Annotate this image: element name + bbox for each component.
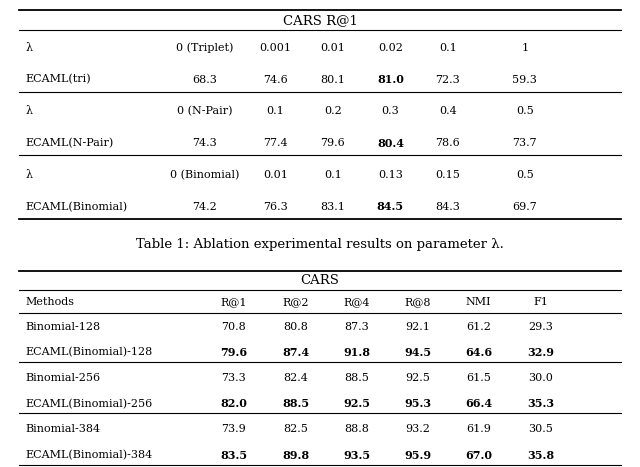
Text: 84.5: 84.5 <box>377 201 404 212</box>
Text: 87.3: 87.3 <box>344 322 369 332</box>
Text: 35.8: 35.8 <box>527 450 554 460</box>
Text: 68.3: 68.3 <box>193 75 217 85</box>
Text: 69.7: 69.7 <box>513 202 537 212</box>
Text: Binomial-256: Binomial-256 <box>26 373 100 383</box>
Text: 0.02: 0.02 <box>378 43 403 53</box>
Text: 0.5: 0.5 <box>516 106 534 116</box>
Text: 81.0: 81.0 <box>377 74 404 85</box>
Text: 59.3: 59.3 <box>513 75 537 85</box>
Text: ECAML(Binomial)-384: ECAML(Binomial)-384 <box>26 450 153 460</box>
Text: R@8: R@8 <box>404 297 431 307</box>
Text: 93.2: 93.2 <box>405 425 430 434</box>
Text: 0.3: 0.3 <box>381 106 399 116</box>
Text: Binomial-128: Binomial-128 <box>26 322 100 332</box>
Text: 74.6: 74.6 <box>263 75 287 85</box>
Text: 91.8: 91.8 <box>343 347 371 358</box>
Text: 0.15: 0.15 <box>436 170 460 180</box>
Text: Table 1: Ablation experimental results on parameter λ.: Table 1: Ablation experimental results o… <box>136 238 504 251</box>
Text: 0 (N-Pair): 0 (N-Pair) <box>177 106 232 116</box>
Text: 0.1: 0.1 <box>324 170 342 180</box>
Text: CARS R@1: CARS R@1 <box>283 14 357 27</box>
Text: 73.7: 73.7 <box>513 138 537 148</box>
Text: 61.9: 61.9 <box>466 425 491 434</box>
Text: 88.5: 88.5 <box>344 373 369 383</box>
Text: 0.01: 0.01 <box>263 170 287 180</box>
Text: 0.001: 0.001 <box>259 43 291 53</box>
Text: 95.9: 95.9 <box>404 450 431 460</box>
Text: Binomial-384: Binomial-384 <box>26 425 100 434</box>
Text: 84.3: 84.3 <box>436 202 460 212</box>
Text: λ: λ <box>26 170 33 180</box>
Text: 32.9: 32.9 <box>527 347 554 358</box>
Text: ECAML(Binomial)-128: ECAML(Binomial)-128 <box>26 347 153 358</box>
Text: R@4: R@4 <box>344 297 370 307</box>
Text: 0.1: 0.1 <box>439 43 457 53</box>
Text: 0 (Binomial): 0 (Binomial) <box>170 170 239 180</box>
Text: 1: 1 <box>521 43 529 53</box>
Text: 0 (Triplet): 0 (Triplet) <box>176 42 234 53</box>
Text: 29.3: 29.3 <box>529 322 553 332</box>
Text: 74.2: 74.2 <box>193 202 217 212</box>
Text: ECAML(N-Pair): ECAML(N-Pair) <box>26 138 114 148</box>
Text: 82.0: 82.0 <box>220 398 247 409</box>
Text: 82.4: 82.4 <box>284 373 308 383</box>
Text: 95.3: 95.3 <box>404 398 431 409</box>
Text: λ: λ <box>26 106 33 116</box>
Text: 35.3: 35.3 <box>527 398 554 409</box>
Text: ECAML(tri): ECAML(tri) <box>26 74 92 85</box>
Text: 83.5: 83.5 <box>220 450 247 460</box>
Text: ECAML(Binomial)-256: ECAML(Binomial)-256 <box>26 398 153 409</box>
Text: 88.5: 88.5 <box>282 398 310 409</box>
Text: 78.6: 78.6 <box>436 138 460 148</box>
Text: 72.3: 72.3 <box>436 75 460 85</box>
Text: 61.5: 61.5 <box>466 373 491 383</box>
Text: Methods: Methods <box>26 297 75 307</box>
Text: 79.6: 79.6 <box>321 138 345 148</box>
Text: 87.4: 87.4 <box>282 347 310 358</box>
Text: 64.6: 64.6 <box>465 347 492 358</box>
Text: 30.0: 30.0 <box>529 373 553 383</box>
Text: F1: F1 <box>533 297 548 307</box>
Text: 0.4: 0.4 <box>439 106 457 116</box>
Text: 94.5: 94.5 <box>404 347 431 358</box>
Text: λ: λ <box>26 43 33 53</box>
Text: 0.01: 0.01 <box>321 43 345 53</box>
Text: 30.5: 30.5 <box>529 425 553 434</box>
Text: NMI: NMI <box>465 297 492 307</box>
Text: 73.9: 73.9 <box>221 425 246 434</box>
Text: 77.4: 77.4 <box>263 138 287 148</box>
Text: 80.4: 80.4 <box>377 138 404 149</box>
Text: 83.1: 83.1 <box>321 202 345 212</box>
Text: 61.2: 61.2 <box>466 322 491 332</box>
Text: 0.13: 0.13 <box>378 170 403 180</box>
Text: 0.1: 0.1 <box>266 106 284 116</box>
Text: 92.5: 92.5 <box>405 373 430 383</box>
Text: 89.8: 89.8 <box>282 450 310 460</box>
Text: 80.8: 80.8 <box>284 322 308 332</box>
Text: R@1: R@1 <box>220 297 247 307</box>
Text: 88.8: 88.8 <box>344 425 369 434</box>
Text: 79.6: 79.6 <box>220 347 247 358</box>
Text: 70.8: 70.8 <box>221 322 246 332</box>
Text: 74.3: 74.3 <box>193 138 217 148</box>
Text: 92.5: 92.5 <box>343 398 371 409</box>
Text: CARS: CARS <box>301 274 339 287</box>
Text: 93.5: 93.5 <box>343 450 371 460</box>
Text: 0.2: 0.2 <box>324 106 342 116</box>
Text: 92.1: 92.1 <box>405 322 430 332</box>
Text: R@2: R@2 <box>283 297 309 307</box>
Text: 66.4: 66.4 <box>465 398 492 409</box>
Text: 80.1: 80.1 <box>321 75 345 85</box>
Text: ECAML(Binomial): ECAML(Binomial) <box>26 201 128 212</box>
Text: 73.3: 73.3 <box>221 373 246 383</box>
Text: 76.3: 76.3 <box>263 202 287 212</box>
Text: 67.0: 67.0 <box>465 450 492 460</box>
Text: 82.5: 82.5 <box>284 425 308 434</box>
Text: 0.5: 0.5 <box>516 170 534 180</box>
